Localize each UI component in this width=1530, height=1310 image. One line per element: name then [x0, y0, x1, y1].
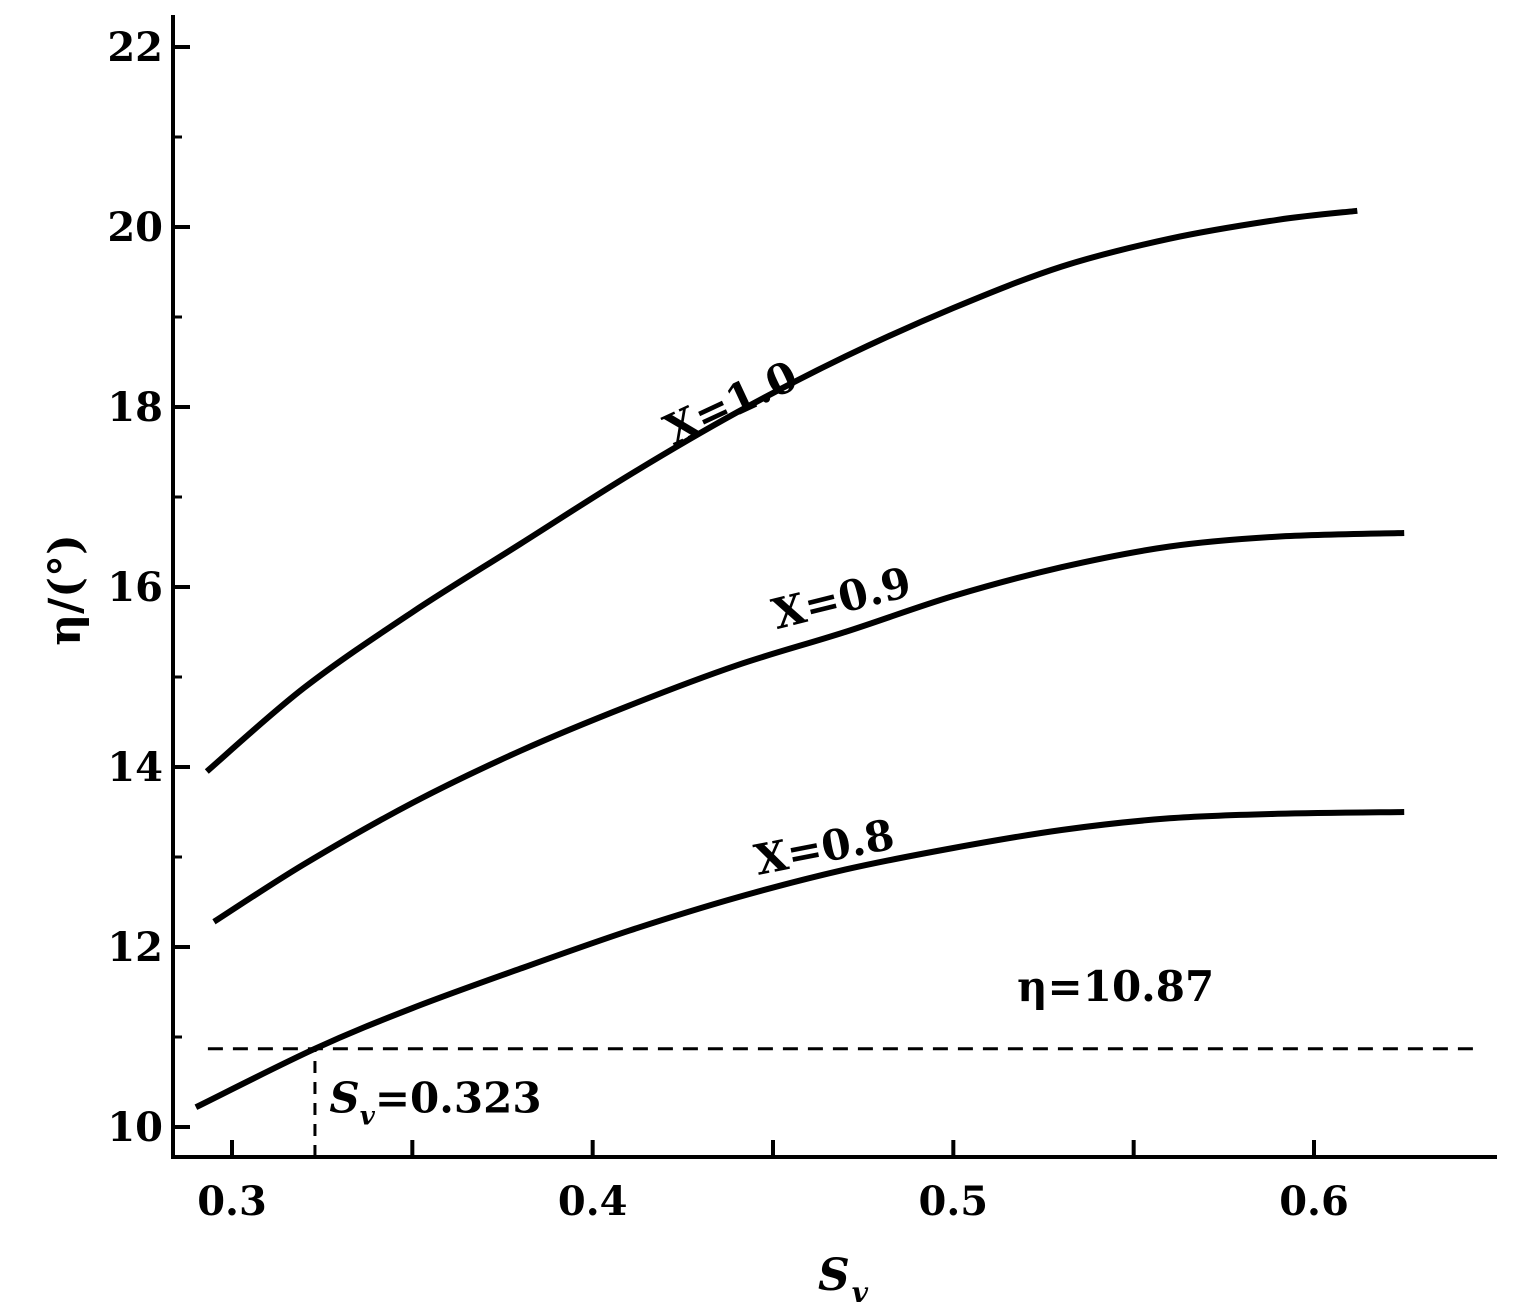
y-tick-label: 18 — [107, 384, 163, 431]
y-tick-label: 20 — [107, 204, 163, 251]
x-tick-label: 0.6 — [1279, 1178, 1349, 1225]
series-line — [194, 809, 1405, 1110]
y-tick-label: 16 — [107, 564, 163, 611]
sv-annotation: Sv=0.323 — [329, 1074, 541, 1132]
eta-annotation: η=10.87 — [1017, 962, 1214, 1011]
y-tick-label: 10 — [107, 1104, 163, 1151]
x-tick-label: 0.3 — [197, 1178, 267, 1225]
series-line — [204, 207, 1358, 774]
y-tick-label: 14 — [107, 744, 163, 791]
x-tick-label: 0.5 — [919, 1178, 989, 1225]
y-tick-label: 22 — [107, 24, 163, 71]
axes: 10 12 14 16 18 20 22 0.3 0.4 0.5 0.6 Sv η/(°) — [40, 15, 1497, 1309]
series-label: X=0.9 — [767, 557, 916, 639]
x-axis-title: Sv — [818, 1250, 869, 1309]
y-axis-title: η/(°) — [40, 534, 91, 646]
reference-lines — [207, 1047, 1477, 1157]
x-tick-label: 0.4 — [558, 1178, 628, 1225]
series-line — [212, 530, 1405, 925]
series-label: X=1.0 — [657, 351, 805, 455]
y-tick-label: 12 — [107, 924, 163, 971]
series-group — [194, 207, 1405, 1110]
